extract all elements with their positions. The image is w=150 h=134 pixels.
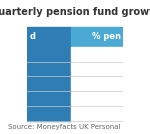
Bar bbox=[71, 76, 123, 91]
Bar bbox=[27, 76, 71, 91]
Text: % pen: % pen bbox=[92, 32, 121, 41]
Bar bbox=[71, 106, 123, 121]
Bar bbox=[27, 47, 71, 62]
Bar bbox=[27, 106, 71, 121]
Bar bbox=[27, 62, 71, 76]
Text: Quarterly pension fund growth: Quarterly pension fund growth bbox=[0, 7, 150, 17]
Bar bbox=[27, 27, 71, 47]
Text: Source: Moneyfacts UK Personal: Source: Moneyfacts UK Personal bbox=[8, 124, 121, 130]
Bar bbox=[71, 91, 123, 106]
Bar bbox=[71, 27, 123, 47]
Bar bbox=[71, 47, 123, 62]
Bar bbox=[27, 91, 71, 106]
Bar bbox=[71, 62, 123, 76]
Text: d: d bbox=[29, 32, 35, 41]
